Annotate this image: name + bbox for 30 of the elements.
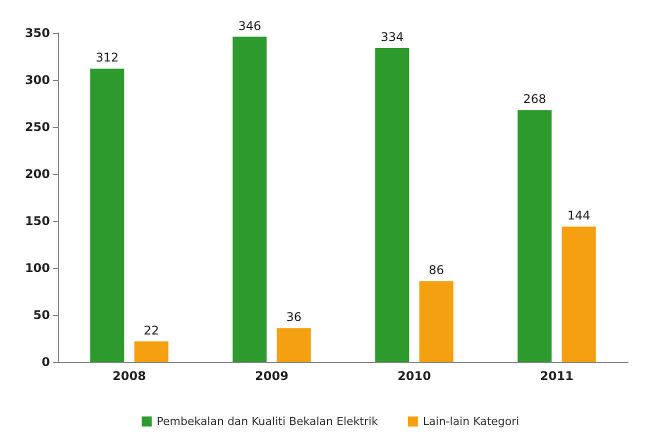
x-tick-label: 2009 (255, 369, 288, 383)
bar (90, 68, 124, 362)
data-label: 334 (380, 30, 404, 44)
x-tick-label: 2010 (398, 369, 431, 383)
data-label: 36 (286, 310, 302, 324)
data-label: 268 (523, 92, 546, 106)
bar (562, 226, 596, 362)
bar (276, 328, 311, 362)
x-tick-label: 2011 (540, 369, 574, 383)
data-label: 22 (144, 323, 159, 338)
y-tick-label: 0 (42, 355, 50, 369)
y-tick-label: 100 (24, 261, 50, 275)
data-label: 144 (567, 208, 590, 223)
legend-label: Lain-lain Kategori (422, 415, 520, 428)
y-tick-label: 200 (24, 167, 50, 181)
data-label: 346 (238, 18, 262, 33)
data-label: 312 (96, 50, 119, 65)
y-tick-label: 150 (24, 214, 50, 228)
y-tick-label: 300 (24, 73, 50, 87)
bar (419, 281, 454, 362)
y-tick-label: 50 (33, 308, 50, 322)
x-tick-label: 2008 (112, 369, 146, 383)
legend-label: Pembekalan dan Kualiti Bekalan Elektrik (156, 415, 379, 428)
data-label: 86 (428, 263, 444, 278)
bar (375, 48, 410, 362)
y-tick-label: 250 (24, 120, 50, 134)
bar (232, 36, 267, 362)
bar (518, 110, 552, 362)
bar (134, 341, 168, 362)
y-tick-label: 350 (24, 26, 50, 40)
